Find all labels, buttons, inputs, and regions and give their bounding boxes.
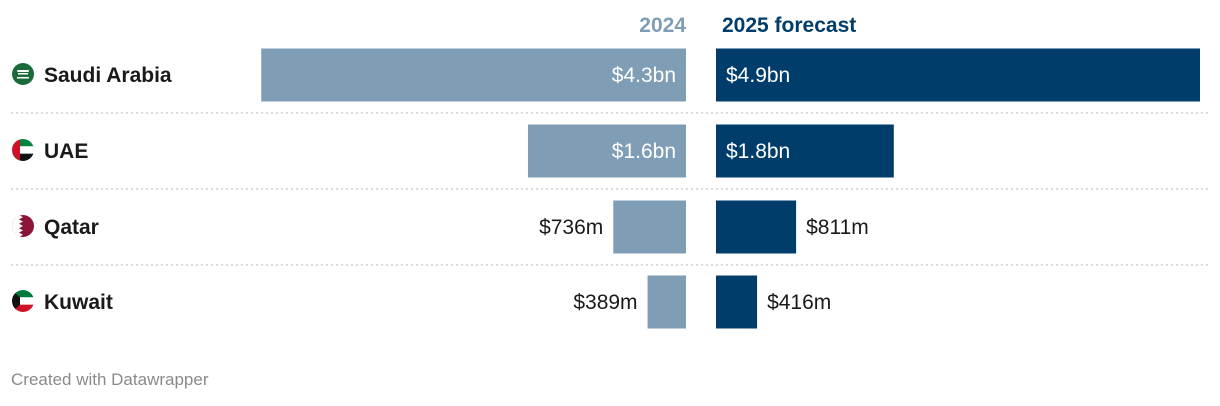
- chart-row: Saudi Arabia $4.3bn $4.9bn: [12, 48, 1200, 102]
- chart-row: Qatar $736m $811m: [12, 200, 869, 254]
- bar-2025-forecast: [716, 48, 1200, 102]
- country-label: Qatar: [44, 216, 99, 239]
- flag-qatar-icon: [12, 215, 34, 237]
- flag-uae-icon: [12, 139, 34, 161]
- value-label-2024: $389m: [573, 291, 637, 314]
- value-label-2024: $736m: [539, 216, 603, 239]
- flag-saudi-arabia-icon: [12, 63, 34, 85]
- value-label-2024: $4.3bn: [612, 64, 676, 87]
- value-label-2024: $1.6bn: [612, 140, 676, 163]
- country-label: UAE: [44, 140, 88, 163]
- chart-row: UAE $1.6bn $1.8bn: [12, 124, 894, 178]
- value-label-2025: $811m: [806, 216, 869, 239]
- header-2024: 2024: [639, 14, 686, 37]
- bar-2024: [261, 48, 686, 102]
- value-label-2025: $416m: [767, 291, 831, 314]
- chart-rows: Saudi Arabia $4.3bn $4.9bn UAE $1.6bn $1.8bn Q…: [12, 48, 1200, 329]
- bar-2025-forecast: [716, 124, 894, 178]
- footer-credit: Created with Datawrapper: [11, 370, 209, 389]
- value-label-2025: $1.8bn: [726, 140, 790, 163]
- country-label: Saudi Arabia: [44, 64, 172, 87]
- value-label-2025: $4.9bn: [726, 64, 790, 87]
- chart-row: Kuwait $389m $416m: [12, 275, 831, 329]
- flag-kuwait-icon: [12, 290, 34, 312]
- bar-2024: [527, 124, 686, 178]
- header-2025-forecast: 2025 forecast: [722, 14, 856, 37]
- column-headers: 2024 2025 forecast: [639, 14, 856, 37]
- bar-2025-forecast: [716, 200, 797, 254]
- bar-2025-forecast: [716, 275, 758, 329]
- bar-2024: [613, 200, 686, 254]
- bar-2024: [647, 275, 686, 329]
- country-label: Kuwait: [44, 291, 113, 314]
